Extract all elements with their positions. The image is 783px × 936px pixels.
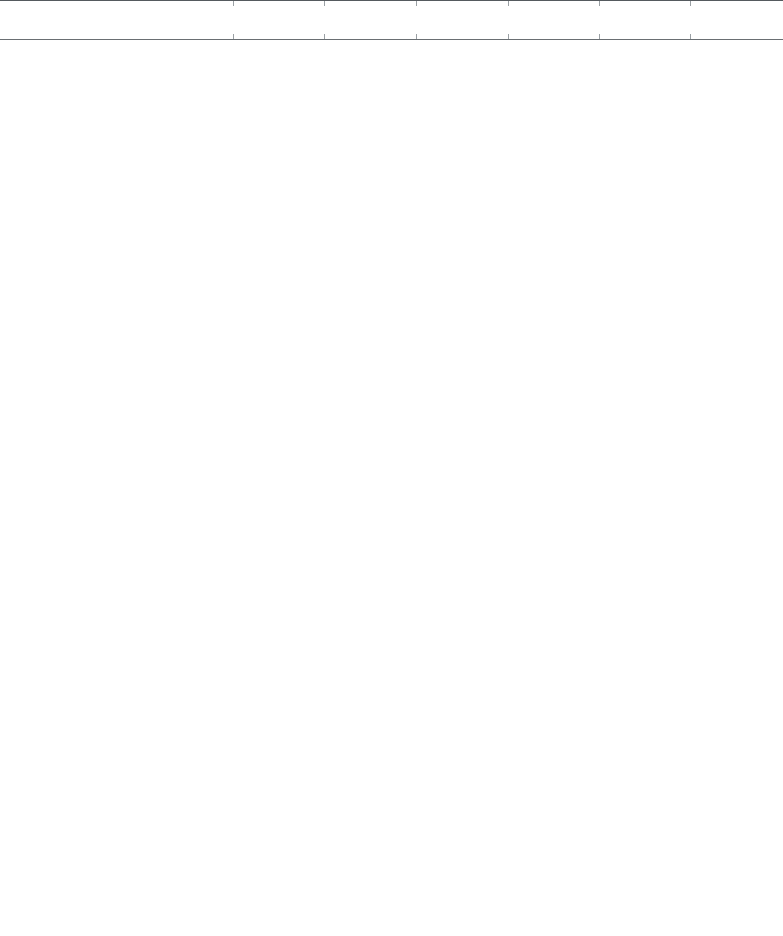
tick-cell [233,1,325,6]
column-header-2007-total [416,23,508,34]
rule-top-ticks [0,1,783,6]
tick-cell [324,1,417,6]
group-header-row [0,6,783,23]
tick-cell [598,34,691,39]
tick-cell [507,1,600,6]
column-header-2007-ninos [234,23,325,34]
column-header-label [0,23,234,34]
group-header-2007 [234,6,509,23]
column-header-2013-ninos [508,23,599,34]
header-gap [0,40,783,44]
statistics-table [0,0,783,43]
column-header-row [0,23,783,34]
tick-cell [415,1,509,6]
column-header-2013-total [691,23,783,34]
tick-cell [233,34,325,39]
column-header-2013-ninas [599,23,690,34]
column-header-2007-ninas [325,23,416,34]
rule-top [0,0,783,1]
table-body [0,0,783,44]
rule-mid-ticks [0,34,783,39]
tick-cell [690,34,783,39]
group-header-2013 [508,6,783,23]
tick-cell [324,34,417,39]
group-header-spacer [0,6,234,23]
tick-cell [507,34,600,39]
rule-header-separator [0,39,783,40]
tick-cell [690,1,783,6]
tick-cell [415,34,509,39]
tick-cell [598,1,691,6]
